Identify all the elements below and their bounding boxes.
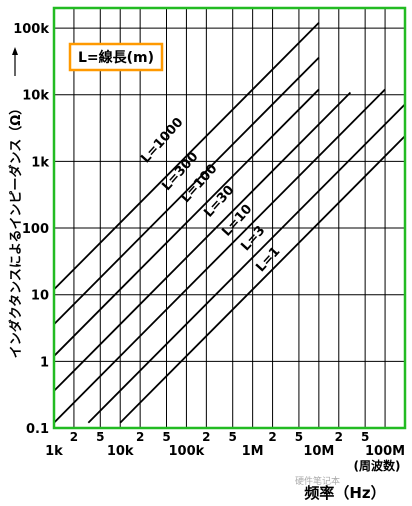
y-tick-label: 10 bbox=[31, 289, 49, 304]
y-axis-label: インダクタンスによるインピーダンス（Ω） bbox=[8, 102, 24, 359]
series-line-l1000 bbox=[53, 22, 320, 291]
x-minor-tick-label: 5 bbox=[96, 430, 104, 444]
y-tick-label: 1k bbox=[31, 155, 49, 170]
y-tick-label: 1 bbox=[40, 355, 49, 370]
x-minor-tick-label: 5 bbox=[229, 430, 237, 444]
x-minor-tick-label: 2 bbox=[268, 430, 276, 444]
x-minor-tick-label: 5 bbox=[162, 430, 170, 444]
x-tick-label: 10M bbox=[303, 444, 334, 459]
x-unit-note: (周波数) bbox=[354, 458, 401, 473]
series-line-l1 bbox=[119, 135, 406, 424]
y-tick-label: 0.1 bbox=[26, 422, 49, 437]
series-line-l10 bbox=[53, 88, 386, 424]
x-minor-tick-label: 2 bbox=[70, 430, 78, 444]
y-axis-arrowhead bbox=[12, 47, 18, 55]
y-tick-labels: 0.1 1 10 100 1k 10k 100k bbox=[13, 22, 49, 437]
grid bbox=[54, 8, 405, 428]
series-line-l300 bbox=[53, 57, 320, 325]
y-tick-label: 100 bbox=[22, 222, 49, 237]
x-minor-tick-label: 2 bbox=[136, 430, 144, 444]
x-minor-tick-label: 2 bbox=[202, 430, 210, 444]
y-tick-label: 10k bbox=[22, 89, 49, 104]
series-lines bbox=[53, 22, 406, 424]
x-tick-labels: 1k 10k 100k 1M 10M 100M 2 5 2 5 2 5 2 5 2 5 bbox=[45, 430, 405, 459]
legend-box: L=線長(m) bbox=[68, 42, 164, 72]
x-tick-label: 10k bbox=[107, 444, 134, 459]
x-tick-label: 1k bbox=[45, 444, 63, 459]
x-minor-tick-label: 5 bbox=[361, 430, 369, 444]
series-line-l30 bbox=[53, 91, 352, 392]
series-line-l3 bbox=[87, 103, 406, 424]
plot-frame bbox=[52, 6, 407, 430]
y-tick-label: 100k bbox=[13, 22, 49, 37]
legend-border bbox=[68, 42, 164, 72]
legend-text: L=線長(m) bbox=[78, 49, 154, 66]
x-tick-label: 100M bbox=[365, 444, 405, 459]
x-minor-tick-label: 5 bbox=[295, 430, 303, 444]
x-tick-label: 1M bbox=[242, 444, 264, 459]
series-line-l100 bbox=[53, 88, 320, 357]
x-axis-label: 频率（Hz） bbox=[304, 484, 385, 502]
x-minor-tick-label: 2 bbox=[335, 430, 343, 444]
x-tick-label: 100k bbox=[169, 444, 205, 459]
watermark: 硬件笔记本 bbox=[295, 475, 340, 487]
